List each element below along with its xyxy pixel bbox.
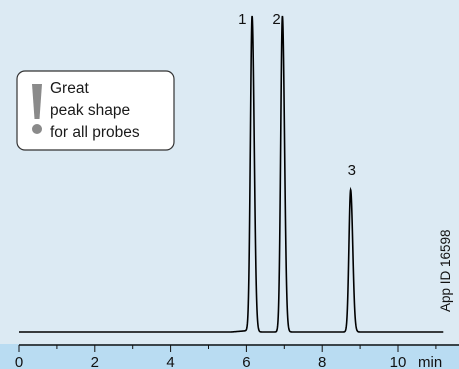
exclamation-icon [32, 84, 42, 134]
callout-line-2: peak shape [50, 102, 130, 119]
x-tick-label: 4 [166, 354, 174, 369]
x-tick-label: 0 [15, 354, 23, 369]
peak-label: 1 [238, 11, 246, 28]
x-tick-label: 8 [318, 354, 326, 369]
x-tick-label: 10 [390, 354, 407, 369]
callout-line-1: Great [50, 80, 89, 97]
callout-frame [16, 70, 175, 151]
x-axis-unit-label: min [418, 354, 442, 369]
chromatogram-trace [19, 15, 444, 333]
callout-line-3: for all probes [50, 124, 140, 141]
x-tick-label: 2 [91, 354, 99, 369]
peak-label: 3 [348, 162, 356, 179]
app-id-label: App ID 16598 [438, 229, 453, 312]
x-axis-band [0, 344, 459, 369]
x-ticks [18, 345, 437, 352]
peak-label: 2 [272, 11, 280, 28]
callout-box: Great peak shape for all probes [16, 70, 175, 151]
x-tick-labels: 0 2 4 6 8 10 [15, 354, 407, 369]
peak-labels: 1 2 3 [238, 11, 356, 179]
x-tick-label: 6 [242, 354, 250, 369]
